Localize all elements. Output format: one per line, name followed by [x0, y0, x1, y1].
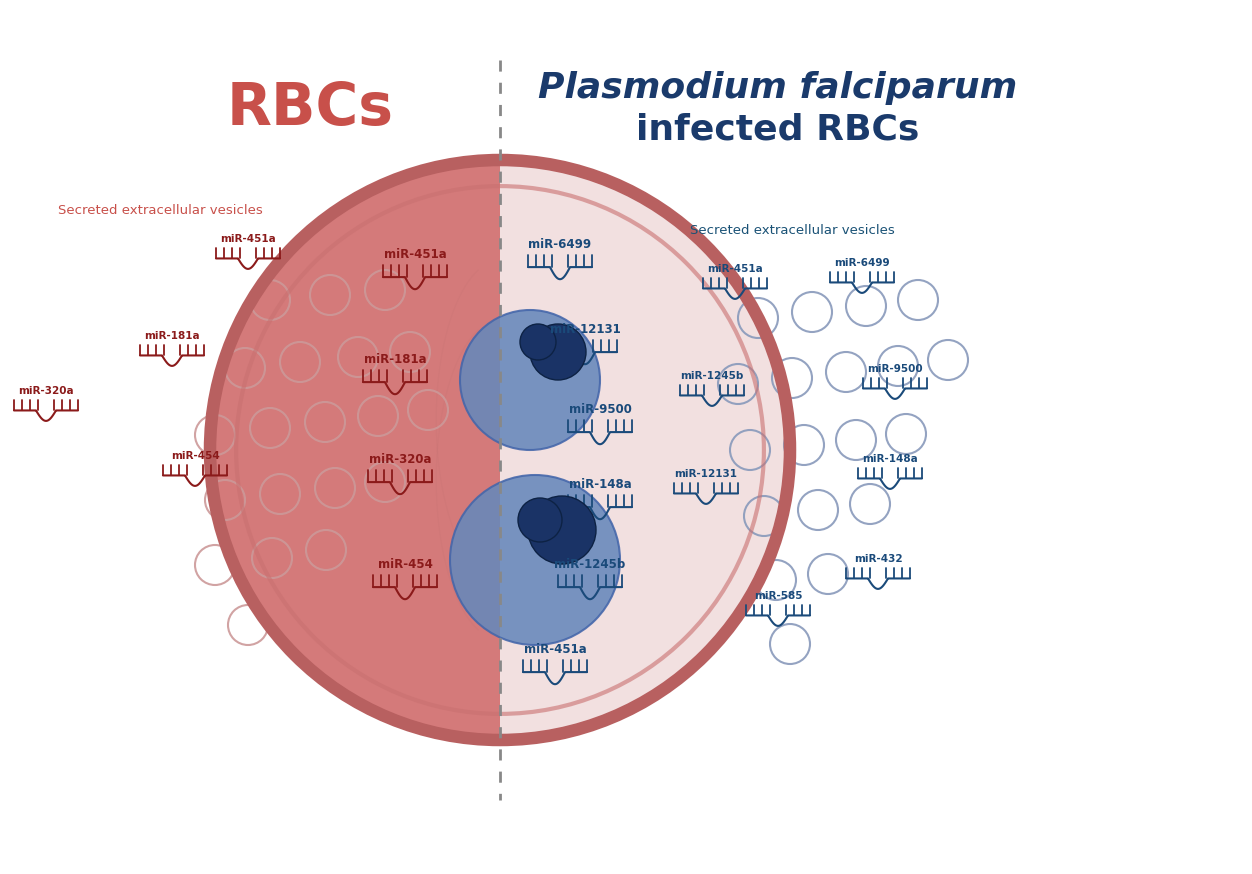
Circle shape — [520, 324, 556, 360]
Text: miR-6499: miR-6499 — [528, 238, 591, 251]
Text: miR-451a: miR-451a — [523, 643, 586, 656]
Text: miR-148a: miR-148a — [863, 454, 918, 464]
Text: Secreted extracellular vesicles: Secreted extracellular vesicles — [690, 224, 895, 237]
Text: miR-181a: miR-181a — [144, 331, 200, 341]
Circle shape — [459, 310, 600, 450]
Text: miR-1245b: miR-1245b — [680, 371, 744, 381]
Text: miR-432: miR-432 — [854, 554, 903, 564]
Text: miR-454: miR-454 — [170, 451, 219, 461]
Text: miR-12131: miR-12131 — [550, 323, 621, 336]
Text: miR-181a: miR-181a — [363, 353, 427, 366]
Text: Plasmodium falciparum: Plasmodium falciparum — [538, 71, 1018, 105]
Wedge shape — [210, 160, 500, 740]
Text: miR-12131: miR-12131 — [675, 469, 737, 479]
Circle shape — [528, 496, 596, 564]
Text: miR-148a: miR-148a — [568, 478, 631, 491]
Text: miR-320a: miR-320a — [369, 453, 431, 466]
Text: miR-320a: miR-320a — [19, 386, 74, 396]
Text: infected RBCs: infected RBCs — [636, 113, 920, 147]
Text: miR-454: miR-454 — [378, 558, 432, 571]
Text: miR-451a: miR-451a — [220, 234, 275, 244]
Text: Secreted extracellular vesicles: Secreted extracellular vesicles — [58, 204, 263, 217]
Text: miR-451a: miR-451a — [707, 264, 762, 274]
Circle shape — [449, 475, 620, 645]
Circle shape — [518, 498, 562, 542]
Text: miR-451a: miR-451a — [383, 248, 447, 261]
Circle shape — [530, 324, 586, 380]
Text: RBCs: RBCs — [227, 80, 393, 136]
Wedge shape — [500, 160, 790, 740]
Text: miR-9500: miR-9500 — [568, 403, 631, 416]
Text: miR-1245b: miR-1245b — [555, 558, 626, 571]
Text: miR-9500: miR-9500 — [868, 364, 923, 374]
Text: miR-585: miR-585 — [754, 591, 803, 601]
Text: miR-6499: miR-6499 — [834, 258, 890, 268]
